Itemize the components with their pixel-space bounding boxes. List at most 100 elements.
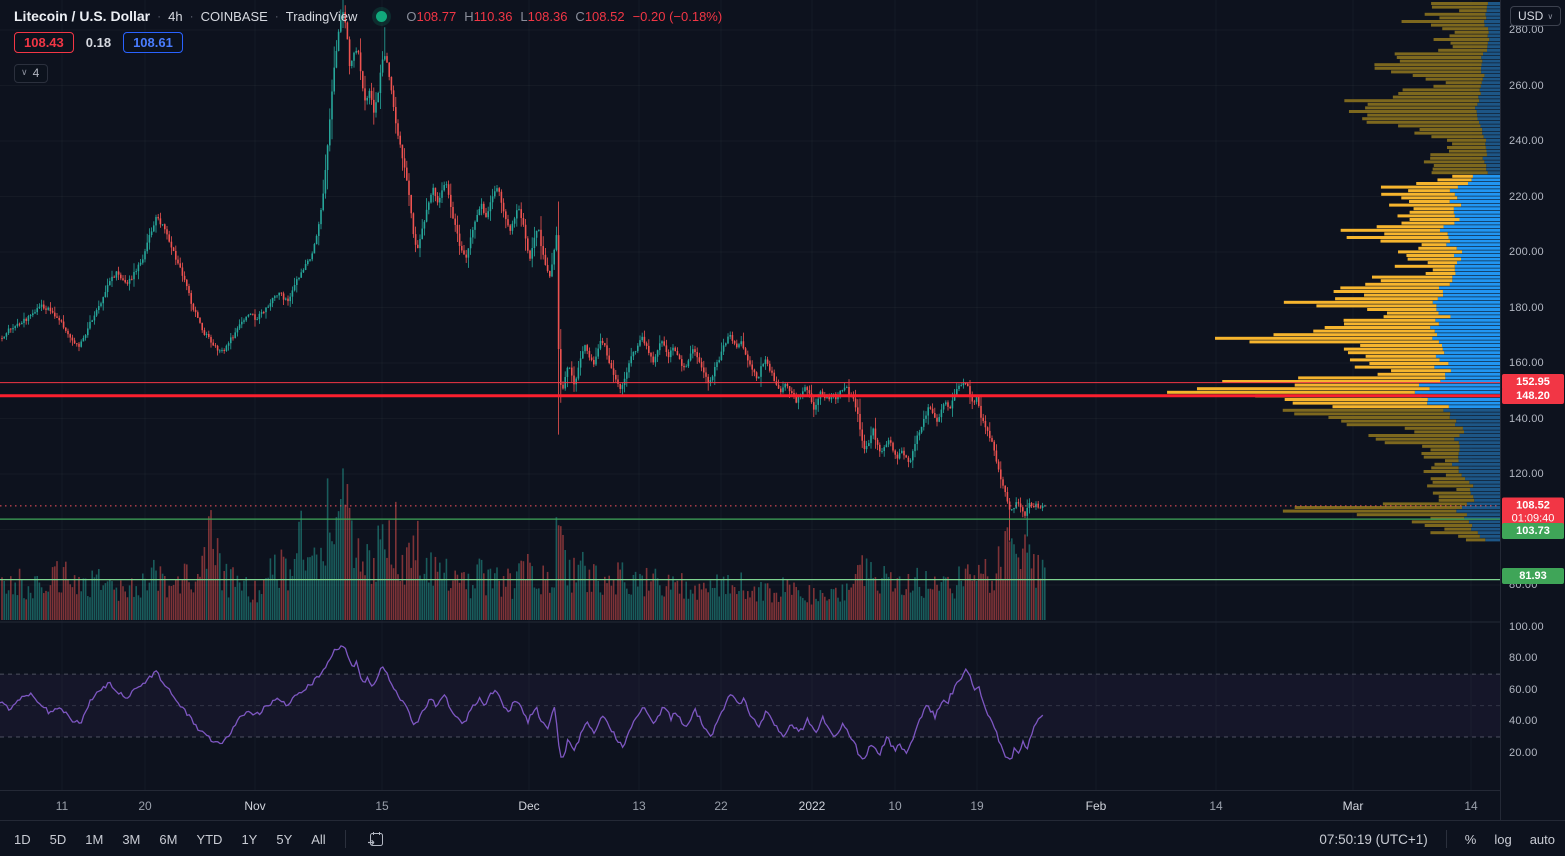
volume-bar xyxy=(399,580,401,620)
chart-canvas[interactable] xyxy=(0,0,1500,790)
volume-bar xyxy=(241,590,243,620)
volume-bar xyxy=(584,565,586,620)
volume-profile-row-up xyxy=(1448,362,1500,365)
volume-bar xyxy=(304,570,307,620)
volume-bar xyxy=(296,553,298,620)
volume-bar xyxy=(322,561,324,620)
spread-value: 0.18 xyxy=(85,35,112,50)
price-level-label[interactable]: 152.95 xyxy=(1502,374,1564,390)
volume-profile-row-up xyxy=(1464,516,1500,520)
candle-body xyxy=(575,378,577,385)
price-axis[interactable]: USD ∨ 280.00 260.00 240.00 220.00 200.00 180.… xyxy=(1500,0,1565,820)
candle-body xyxy=(868,443,870,446)
range-button-1d[interactable]: 1D xyxy=(14,831,31,847)
clock[interactable]: 07:50:19 (UTC+1) xyxy=(1319,831,1428,847)
volume-profile-row-up xyxy=(1465,477,1500,481)
toolbar-divider xyxy=(344,830,346,848)
candle-body xyxy=(670,350,672,358)
percent-scale-button[interactable]: % xyxy=(1464,831,1477,847)
range-button-1y[interactable]: 1Y xyxy=(241,831,258,847)
candle-body xyxy=(161,224,164,226)
price-level-label[interactable]: 148.20 xyxy=(1502,388,1564,404)
volume-bar xyxy=(120,580,122,620)
range-button-5d[interactable]: 5D xyxy=(49,831,67,847)
currency-selector-button[interactable]: USD ∨ xyxy=(1510,6,1562,26)
candle-body xyxy=(854,398,857,408)
volume-bar xyxy=(861,555,863,620)
volume-profile-row-down xyxy=(1316,304,1437,308)
volume-profile-row-up xyxy=(1455,423,1500,427)
volume-profile-row-down xyxy=(1438,498,1475,502)
candle-body xyxy=(1000,469,1002,480)
volume-bar xyxy=(256,602,258,620)
volume-profile-row-down xyxy=(1416,182,1468,185)
volume-bar xyxy=(692,593,694,620)
volume-profile-row-up xyxy=(1461,203,1500,207)
candle-body xyxy=(307,260,309,265)
volume-profile-row-up xyxy=(1489,38,1500,41)
range-button-3m[interactable]: 3M xyxy=(122,831,141,847)
range-button-1m[interactable]: 1M xyxy=(85,831,104,847)
interval-label[interactable]: 4h xyxy=(168,8,183,24)
symbol-title[interactable]: Litecoin / U.S. Dollar xyxy=(14,8,151,24)
candle-body xyxy=(1044,505,1046,507)
candle-body xyxy=(1,338,3,339)
market-status-dot[interactable] xyxy=(376,10,388,22)
volume-profile-row-up xyxy=(1443,408,1500,412)
price-level-label[interactable]: 108.52 01:09:40 xyxy=(1502,497,1564,527)
candle-body xyxy=(645,343,648,346)
candle-body xyxy=(973,401,976,403)
go-to-date-icon[interactable] xyxy=(365,829,386,850)
volume-bar xyxy=(555,517,558,620)
volume-bar xyxy=(1000,566,1002,620)
volume-bar xyxy=(681,573,683,620)
volume-profile-row-down xyxy=(1313,329,1435,333)
candle-body xyxy=(113,276,115,278)
price-level-label[interactable]: 81.93 xyxy=(1502,568,1564,584)
range-button-6m[interactable]: 6M xyxy=(159,831,178,847)
volume-profile-row-up xyxy=(1462,506,1500,509)
volume-bar xyxy=(80,591,82,620)
candle-body xyxy=(898,453,901,459)
volume-bar xyxy=(458,582,461,620)
volume-bar xyxy=(544,580,547,620)
volume-profile-row-up xyxy=(1482,59,1500,63)
range-button-all[interactable]: All xyxy=(311,831,326,847)
log-scale-button[interactable]: log xyxy=(1494,831,1512,847)
candle-body xyxy=(219,350,221,352)
volume-bar xyxy=(1024,534,1026,620)
candle-body xyxy=(797,396,800,403)
ask-price-box[interactable]: 108.61 xyxy=(123,32,183,53)
volume-bar xyxy=(291,575,294,620)
volume-profile-row-down xyxy=(1294,506,1463,509)
candle-body xyxy=(892,442,894,451)
volume-bar xyxy=(337,511,340,620)
candle-body xyxy=(168,234,170,242)
auto-scale-button[interactable]: auto xyxy=(1529,831,1555,847)
range-button-ytd[interactable]: YTD xyxy=(196,831,223,847)
bid-price-box[interactable]: 108.43 xyxy=(14,32,74,53)
range-button-5y[interactable]: 5Y xyxy=(276,831,293,847)
candle-body xyxy=(762,364,764,367)
volume-bar xyxy=(463,572,465,620)
candle-body xyxy=(465,254,467,258)
volume-profile-row-up xyxy=(1481,56,1500,59)
volume-profile-row-down xyxy=(1409,218,1460,221)
candle-body xyxy=(304,264,307,270)
volume-profile-row-down xyxy=(1412,74,1485,77)
candle-body xyxy=(918,432,921,436)
volume-profile-row-up xyxy=(1430,326,1500,329)
volume-profile-row-up xyxy=(1474,498,1500,502)
volume-profile-row-up xyxy=(1457,185,1500,189)
candle-body xyxy=(186,279,188,287)
candle-body xyxy=(788,386,791,392)
volume-bar xyxy=(824,596,826,620)
price-level-label[interactable]: 103.73 xyxy=(1502,523,1564,539)
candle-body xyxy=(93,315,96,321)
collapsed-indicators-button[interactable]: ∨ 4 xyxy=(14,63,49,83)
volume-profile-row-down xyxy=(1434,462,1453,466)
volume-bar xyxy=(511,598,514,620)
candle-body xyxy=(269,303,272,307)
volume-profile-row-up xyxy=(1484,20,1500,23)
